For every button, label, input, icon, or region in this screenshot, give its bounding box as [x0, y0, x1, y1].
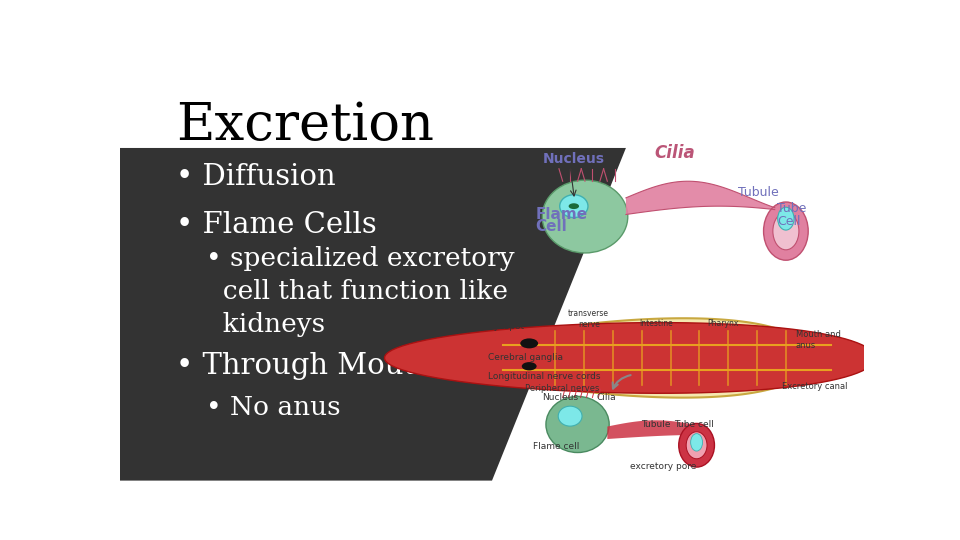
Text: Tube cell: Tube cell	[674, 420, 714, 429]
Ellipse shape	[542, 180, 628, 253]
Text: excretory pore: excretory pore	[630, 462, 696, 471]
Text: Nucleus: Nucleus	[541, 393, 578, 402]
Polygon shape	[385, 322, 876, 393]
Ellipse shape	[558, 406, 582, 426]
Polygon shape	[470, 318, 812, 397]
Circle shape	[520, 339, 539, 348]
Text: Tubule: Tubule	[641, 420, 670, 429]
Text: Flame: Flame	[535, 207, 588, 221]
Text: Eyespot: Eyespot	[489, 322, 524, 331]
Ellipse shape	[686, 432, 707, 459]
Text: Excretory canal: Excretory canal	[782, 382, 848, 391]
Text: • Through Mouth: • Through Mouth	[176, 352, 434, 380]
Text: Flame cell: Flame cell	[533, 442, 579, 451]
Text: Tubule: Tubule	[737, 186, 779, 199]
Polygon shape	[120, 148, 626, 481]
Text: Tube: Tube	[777, 202, 806, 215]
Text: Intestine: Intestine	[638, 319, 673, 328]
Ellipse shape	[763, 202, 808, 260]
Text: • No anus: • No anus	[205, 395, 340, 420]
Text: Excretion: Excretion	[176, 99, 434, 151]
Text: Cell: Cell	[777, 215, 801, 228]
Text: Peripheral nerves: Peripheral nerves	[525, 384, 600, 393]
Ellipse shape	[778, 207, 794, 230]
Text: • specialized excretory
  cell that function like
  kidneys: • specialized excretory cell that functi…	[205, 246, 515, 337]
Text: Mouth and
anus: Mouth and anus	[796, 330, 840, 349]
Text: transverse
nerve: transverse nerve	[568, 309, 610, 329]
Circle shape	[522, 362, 537, 370]
Text: Cerebral ganglia: Cerebral ganglia	[489, 353, 564, 362]
Text: Cilia: Cilia	[654, 144, 695, 163]
Ellipse shape	[546, 396, 610, 453]
Ellipse shape	[690, 434, 703, 451]
Text: Pharynx: Pharynx	[707, 319, 738, 328]
Text: Cell: Cell	[535, 219, 567, 234]
Text: • Diffusion: • Diffusion	[176, 163, 335, 191]
Ellipse shape	[560, 195, 588, 218]
Ellipse shape	[679, 423, 714, 467]
Text: • Flame Cells: • Flame Cells	[176, 211, 376, 239]
Text: Cilia: Cilia	[596, 393, 615, 402]
Circle shape	[568, 203, 579, 209]
Text: Longitudinal nerve cords: Longitudinal nerve cords	[489, 372, 601, 381]
Text: Nucleus: Nucleus	[542, 152, 605, 166]
Ellipse shape	[773, 212, 799, 250]
